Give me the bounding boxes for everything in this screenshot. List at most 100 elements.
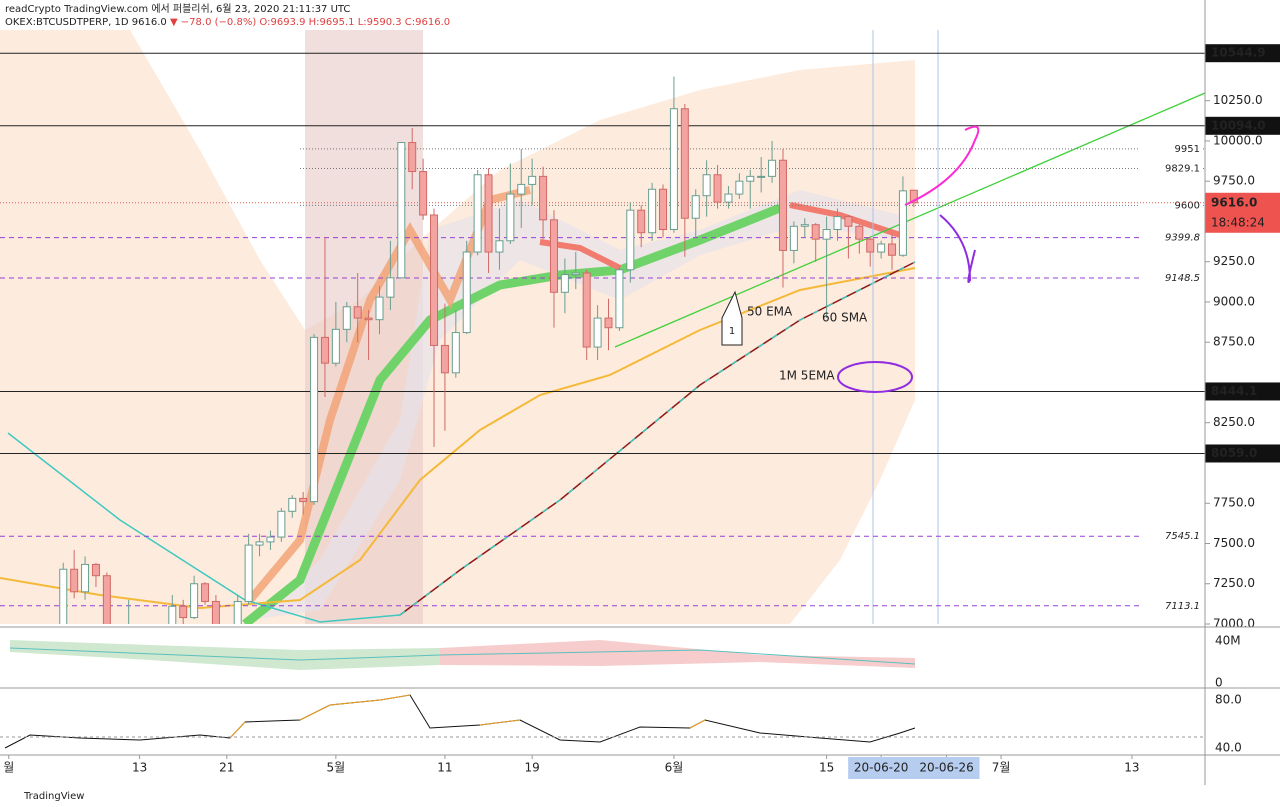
candle-body [179, 605, 188, 619]
candle-body [27, 656, 34, 666]
drawing-ellipse [837, 361, 913, 393]
y-tick-label: 7250.0 [1213, 576, 1255, 590]
last-price-badge [1205, 192, 1280, 233]
candle-body [277, 510, 286, 538]
candle-body [888, 243, 897, 256]
candle-body [626, 209, 635, 271]
candle-body [125, 637, 132, 642]
candle-body [811, 224, 820, 240]
candle-body [299, 497, 308, 503]
volume-ma [9, 647, 916, 665]
x-tick-label: 13 [1124, 761, 1139, 775]
candle-body [168, 605, 177, 624]
candle-body [724, 193, 733, 203]
candle-body [746, 175, 755, 182]
band-area [0, 30, 915, 624]
level-label: 7545.1 [1165, 531, 1200, 542]
candle-body [648, 188, 657, 234]
candle-body [364, 317, 373, 321]
candle-body [680, 108, 689, 219]
y-tick-label: 10000.0 [1213, 133, 1263, 147]
volume-tick: 40M [1215, 634, 1241, 648]
level-badge [1205, 444, 1280, 463]
level-label-bg [1140, 529, 1202, 544]
candle-body [484, 174, 493, 253]
candle-body [855, 225, 864, 240]
candle-body [342, 306, 351, 330]
candle-body [419, 171, 428, 216]
level-label: 9148.5 [1165, 273, 1200, 284]
candle-body [844, 216, 853, 227]
y-tick-label: 8750.0 [1213, 335, 1255, 349]
level-label: 7113.1 [1165, 601, 1200, 612]
x-tick-label: 20-06-26 [919, 761, 973, 775]
countdown: 18:48:24 [1211, 215, 1265, 229]
y-tick-label: 9000.0 [1213, 294, 1255, 308]
candle-body [735, 180, 744, 195]
level-label-bg [1140, 141, 1202, 156]
x-tick-label: 19 [525, 761, 540, 775]
rsi-tick: 80.0 [1215, 693, 1242, 707]
candle-body [549, 219, 558, 293]
candle-body [320, 336, 329, 364]
candle-body [397, 142, 406, 279]
level-label-bg [1140, 198, 1202, 213]
rsi-line-hi [229, 694, 706, 739]
annotation: 1M 5EMA [779, 369, 835, 383]
y-tick-label: 9750.0 [1213, 174, 1255, 188]
candle-body [244, 544, 253, 602]
candle-body [898, 190, 907, 256]
y-tick-label: 10250.0 [1213, 93, 1263, 107]
x-tick-label: 20-06-20 [854, 761, 908, 775]
candle-body [386, 277, 395, 298]
candle-body [16, 656, 23, 682]
candle-body [637, 209, 646, 234]
candle-body [201, 583, 210, 602]
candle-body [506, 193, 515, 242]
x-tick-highlight [913, 757, 980, 779]
candle-body [691, 195, 700, 219]
x-tick-label: 5월 [327, 761, 346, 775]
y-tick-label: 7500.0 [1213, 536, 1255, 550]
candle-body [70, 568, 79, 593]
volume-cloud-green [10, 640, 440, 670]
level-label-bg [1140, 161, 1202, 176]
rsi-line [4, 694, 916, 749]
candle-body [473, 174, 482, 253]
candle-body [833, 216, 842, 231]
candle-body [822, 229, 831, 240]
drawing-arrow [939, 214, 976, 283]
drawing-arrow [904, 125, 980, 206]
symbol: OKEX:BTCUSDTPERP, 1D 9616.0 ▼ −78.0 (−0.… [5, 17, 450, 28]
footer: TradingView [23, 791, 84, 802]
sma-60-rising [399, 261, 916, 616]
candle-body [800, 224, 809, 227]
candle-body [102, 575, 111, 624]
candle-body [517, 183, 526, 195]
level-label: 9399.8 [1165, 233, 1200, 244]
candle-body [408, 142, 417, 173]
candle-body [560, 274, 569, 293]
candle-body [528, 175, 537, 185]
candle-body [757, 175, 766, 178]
header-bg [0, 0, 1205, 28]
level-label: 10094.0 [1211, 118, 1266, 132]
callout [721, 290, 743, 346]
candle-body [713, 174, 722, 203]
level-badge [1205, 382, 1280, 401]
candle-body [353, 306, 362, 319]
candle-body [582, 272, 591, 348]
candle-body [462, 251, 471, 334]
level-badge [1205, 44, 1280, 63]
candle-body [310, 336, 319, 503]
candle-body [789, 225, 798, 251]
candle-body [604, 317, 613, 329]
candle-body [593, 317, 602, 348]
x-tick-label: 11 [437, 761, 452, 775]
y-tick-label: 7000.0 [1213, 617, 1255, 631]
candle-body [909, 189, 918, 204]
x-tick-label: 13 [132, 761, 147, 775]
level-label: 9600 [1175, 200, 1200, 211]
x-tick-label: 6월 [665, 761, 684, 775]
